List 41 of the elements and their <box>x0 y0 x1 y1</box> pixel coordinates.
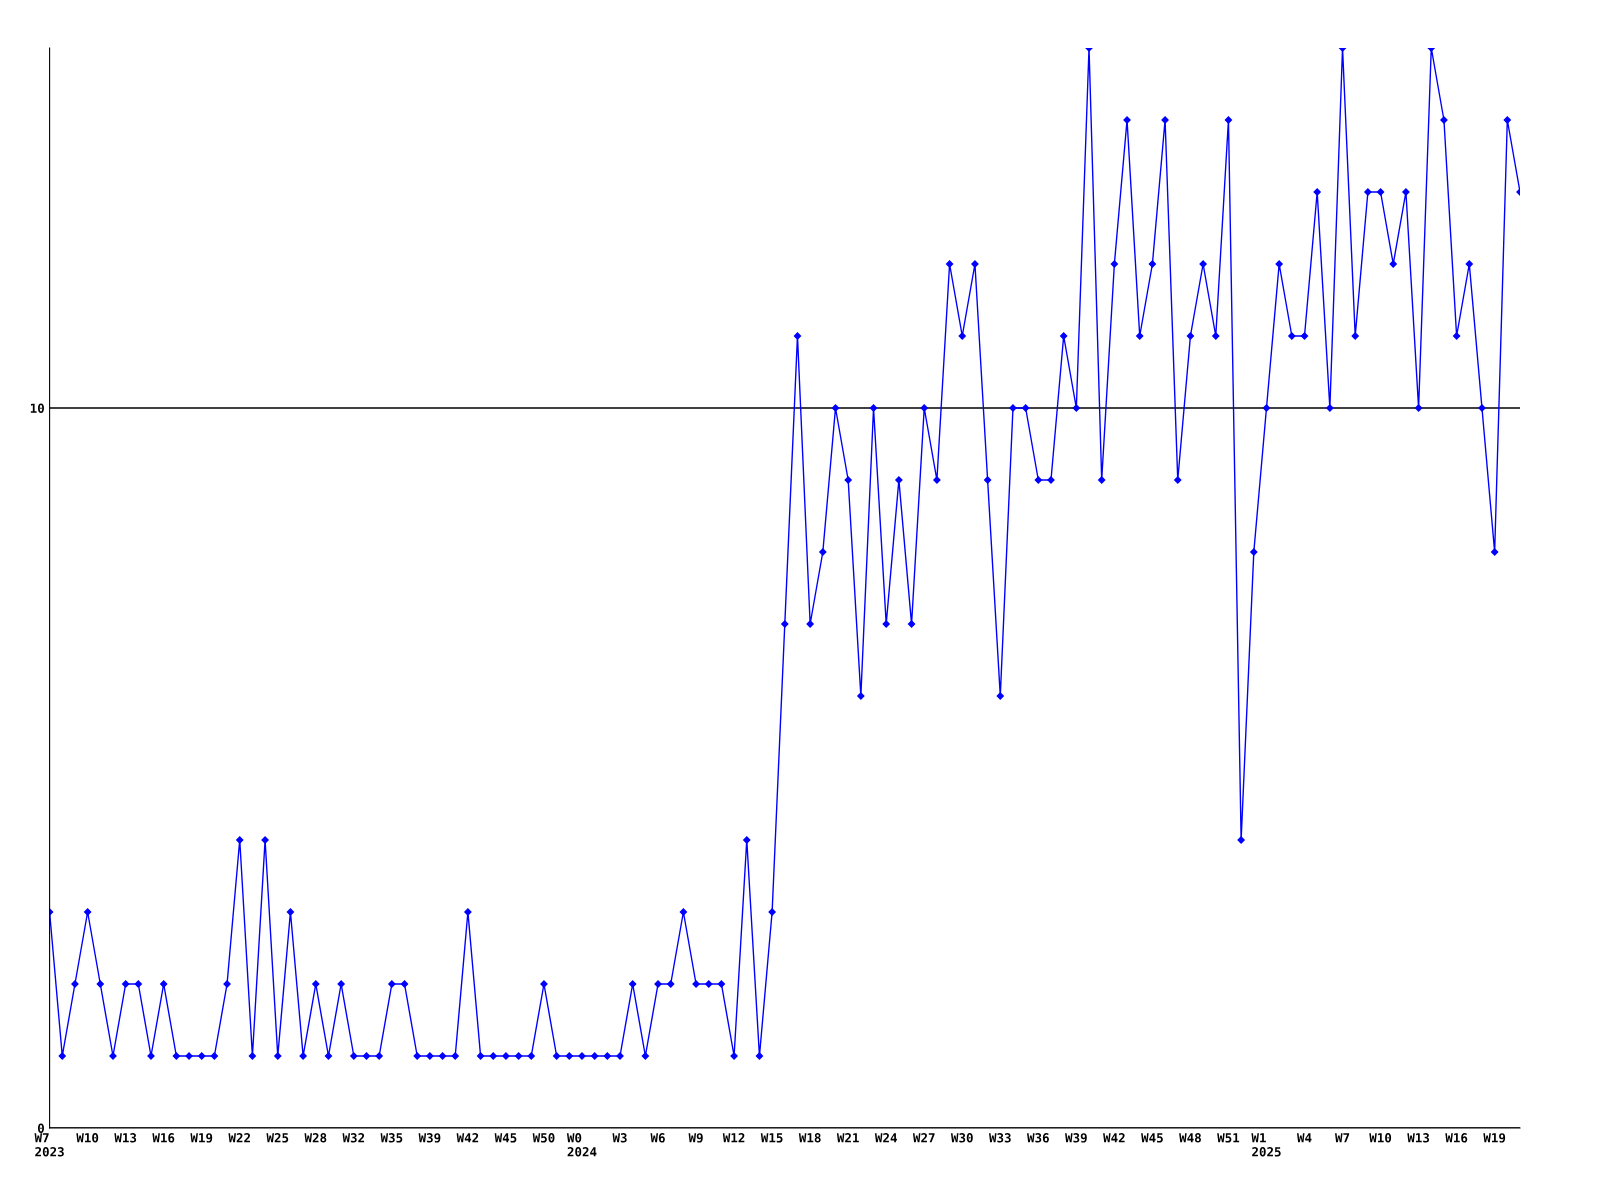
x-tick-label: W22 <box>228 1133 250 1143</box>
x-tick-label: W15 <box>760 1133 783 1143</box>
x-tick-label: W24 <box>874 1133 897 1143</box>
x-tick-label: W1 2025 <box>1251 1133 1281 1157</box>
x-tick-label: W27 <box>912 1133 935 1143</box>
x-tick-label: W45 <box>494 1133 517 1143</box>
x-tick-label: W10 <box>76 1133 99 1143</box>
x-tick-label: W12 <box>722 1133 745 1143</box>
x-tick-label: W4 <box>1296 1133 1312 1143</box>
x-tick-label: W39 <box>418 1133 441 1143</box>
x-tick-label: W7 2023 <box>34 1133 64 1157</box>
x-tick-label: W16 <box>1445 1133 1468 1143</box>
x-tick-label: W13 <box>1407 1133 1430 1143</box>
x-tick-label: W33 <box>989 1133 1011 1143</box>
x-tick-label: W10 <box>1369 1133 1392 1143</box>
x-tick-label: W36 <box>1027 1133 1049 1143</box>
x-tick-label: W42 <box>456 1133 479 1143</box>
x-tick-label: W39 <box>1065 1133 1087 1143</box>
y-tick-label: 10 <box>30 403 44 413</box>
x-tick-label: W25 <box>266 1133 289 1143</box>
x-tick-label: W32 <box>342 1133 365 1143</box>
x-tick-label: W13 <box>114 1133 137 1143</box>
x-tick-label: W45 <box>1141 1133 1163 1143</box>
x-tick-label: W42 <box>1103 1133 1125 1143</box>
y-tick-label: 0 <box>37 1123 44 1133</box>
x-tick-label: W16 <box>152 1133 175 1143</box>
x-tick-label: W9 <box>688 1133 703 1143</box>
x-tick-label: W48 <box>1179 1133 1201 1143</box>
x-tick-label: W19 <box>190 1133 213 1143</box>
x-tick-label: W6 <box>650 1133 665 1143</box>
x-tick-label: W35 <box>380 1133 403 1143</box>
x-tick-label: W50 <box>532 1133 555 1143</box>
x-tick-label: W7 <box>1335 1133 1350 1143</box>
x-tick-label: W3 <box>612 1133 627 1143</box>
x-tick-label: W21 <box>836 1133 859 1143</box>
x-tick-label: W28 <box>304 1133 327 1143</box>
x-tick-label: W19 <box>1483 1133 1506 1143</box>
x-tick-label: W18 <box>798 1133 821 1143</box>
x-tick-label: W30 <box>950 1133 973 1143</box>
x-tick-label: W0 2024 <box>566 1133 597 1157</box>
x-tick-label: W51 <box>1217 1133 1240 1143</box>
